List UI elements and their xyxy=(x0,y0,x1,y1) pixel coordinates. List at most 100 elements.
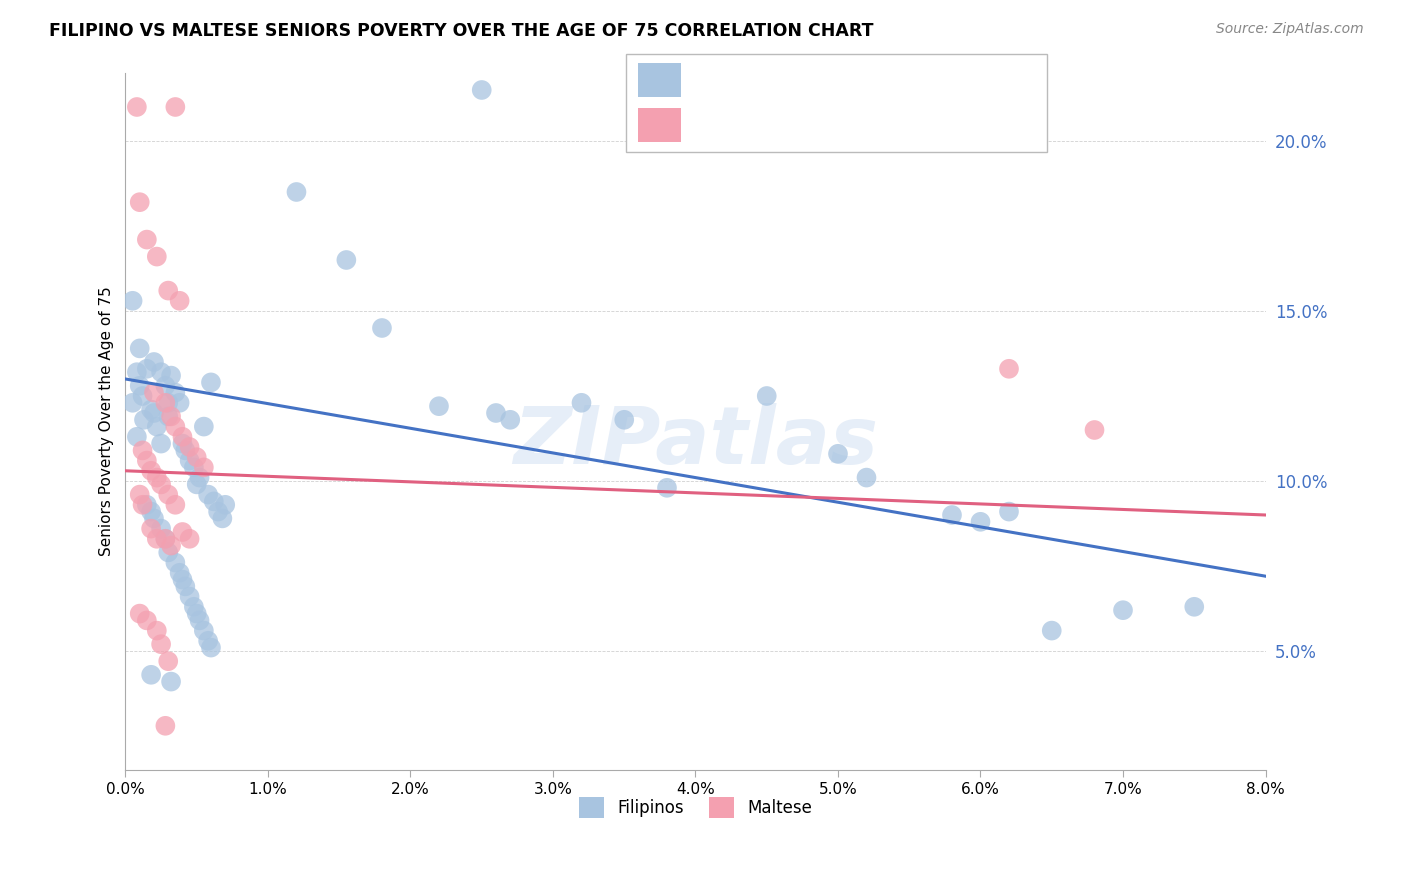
Point xyxy=(165,419,187,434)
Point xyxy=(188,470,211,484)
Point xyxy=(121,396,143,410)
Text: Source: ZipAtlas.com: Source: ZipAtlas.com xyxy=(1216,22,1364,37)
Point xyxy=(1112,603,1135,617)
Point xyxy=(371,321,394,335)
Point xyxy=(172,573,194,587)
Point xyxy=(193,624,215,638)
Point xyxy=(139,402,162,417)
Point xyxy=(131,443,153,458)
Point xyxy=(207,505,229,519)
Text: -0.336: -0.336 xyxy=(740,71,799,89)
Point xyxy=(200,640,222,655)
Point xyxy=(146,532,169,546)
Point xyxy=(143,406,166,420)
Point xyxy=(165,100,187,114)
Point xyxy=(157,284,180,298)
Point xyxy=(499,413,522,427)
Point xyxy=(128,342,150,356)
Point xyxy=(135,453,157,467)
Point xyxy=(139,667,162,681)
Text: R =: R = xyxy=(693,71,730,89)
Point xyxy=(485,406,508,420)
Point xyxy=(155,396,177,410)
Point xyxy=(827,447,849,461)
Text: ZIPatlas: ZIPatlas xyxy=(513,403,877,482)
Point xyxy=(160,674,183,689)
Point xyxy=(200,376,222,390)
Point xyxy=(128,607,150,621)
Point xyxy=(1083,423,1105,437)
Point xyxy=(150,477,173,491)
Text: N =: N = xyxy=(845,116,882,134)
Point xyxy=(197,633,219,648)
Point xyxy=(998,505,1021,519)
Point xyxy=(214,498,236,512)
Point xyxy=(211,511,233,525)
Bar xyxy=(638,63,681,96)
Point xyxy=(571,396,593,410)
Point xyxy=(128,195,150,210)
Point xyxy=(143,511,166,525)
Point xyxy=(193,460,215,475)
Text: N =: N = xyxy=(845,71,882,89)
Point xyxy=(160,539,183,553)
Point xyxy=(335,252,357,267)
Point xyxy=(155,532,177,546)
Point xyxy=(125,365,148,379)
Point xyxy=(197,487,219,501)
Text: -0.055: -0.055 xyxy=(740,116,799,134)
Point xyxy=(193,419,215,434)
Point xyxy=(169,293,191,308)
Point xyxy=(165,498,187,512)
Point xyxy=(155,378,177,392)
Point xyxy=(146,624,169,638)
Point xyxy=(174,579,197,593)
Point xyxy=(183,599,205,614)
Point xyxy=(135,614,157,628)
Point xyxy=(169,396,191,410)
Point xyxy=(202,494,225,508)
Point xyxy=(135,498,157,512)
Point xyxy=(131,389,153,403)
Point xyxy=(146,250,169,264)
Point xyxy=(135,233,157,247)
Point xyxy=(1182,599,1205,614)
Point xyxy=(183,460,205,475)
Point xyxy=(179,532,201,546)
Point xyxy=(174,443,197,458)
Point xyxy=(139,505,162,519)
Point xyxy=(135,361,157,376)
Point xyxy=(969,515,991,529)
Text: FILIPINO VS MALTESE SENIORS POVERTY OVER THE AGE OF 75 CORRELATION CHART: FILIPINO VS MALTESE SENIORS POVERTY OVER… xyxy=(49,22,873,40)
Point xyxy=(157,487,180,501)
Point xyxy=(125,100,148,114)
Point xyxy=(132,413,155,427)
Point xyxy=(125,430,148,444)
Point xyxy=(139,522,162,536)
Text: 70: 70 xyxy=(891,71,917,89)
FancyBboxPatch shape xyxy=(626,54,1047,152)
Point xyxy=(172,524,194,539)
Point xyxy=(169,566,191,580)
Point xyxy=(186,607,208,621)
Point xyxy=(157,654,180,668)
Point xyxy=(150,436,173,450)
Point xyxy=(150,365,173,379)
Legend: Filipinos, Maltese: Filipinos, Maltese xyxy=(572,790,818,824)
Point xyxy=(165,556,187,570)
Point xyxy=(179,453,201,467)
Point xyxy=(143,385,166,400)
Point xyxy=(755,389,778,403)
Point xyxy=(155,719,177,733)
Point xyxy=(131,498,153,512)
Point xyxy=(998,361,1021,376)
Point xyxy=(160,368,183,383)
Point xyxy=(471,83,494,97)
Point xyxy=(172,436,194,450)
Point xyxy=(146,470,169,484)
Point xyxy=(285,185,308,199)
Point xyxy=(150,522,173,536)
Point xyxy=(172,430,194,444)
Point xyxy=(165,385,187,400)
Text: 38: 38 xyxy=(891,116,917,134)
